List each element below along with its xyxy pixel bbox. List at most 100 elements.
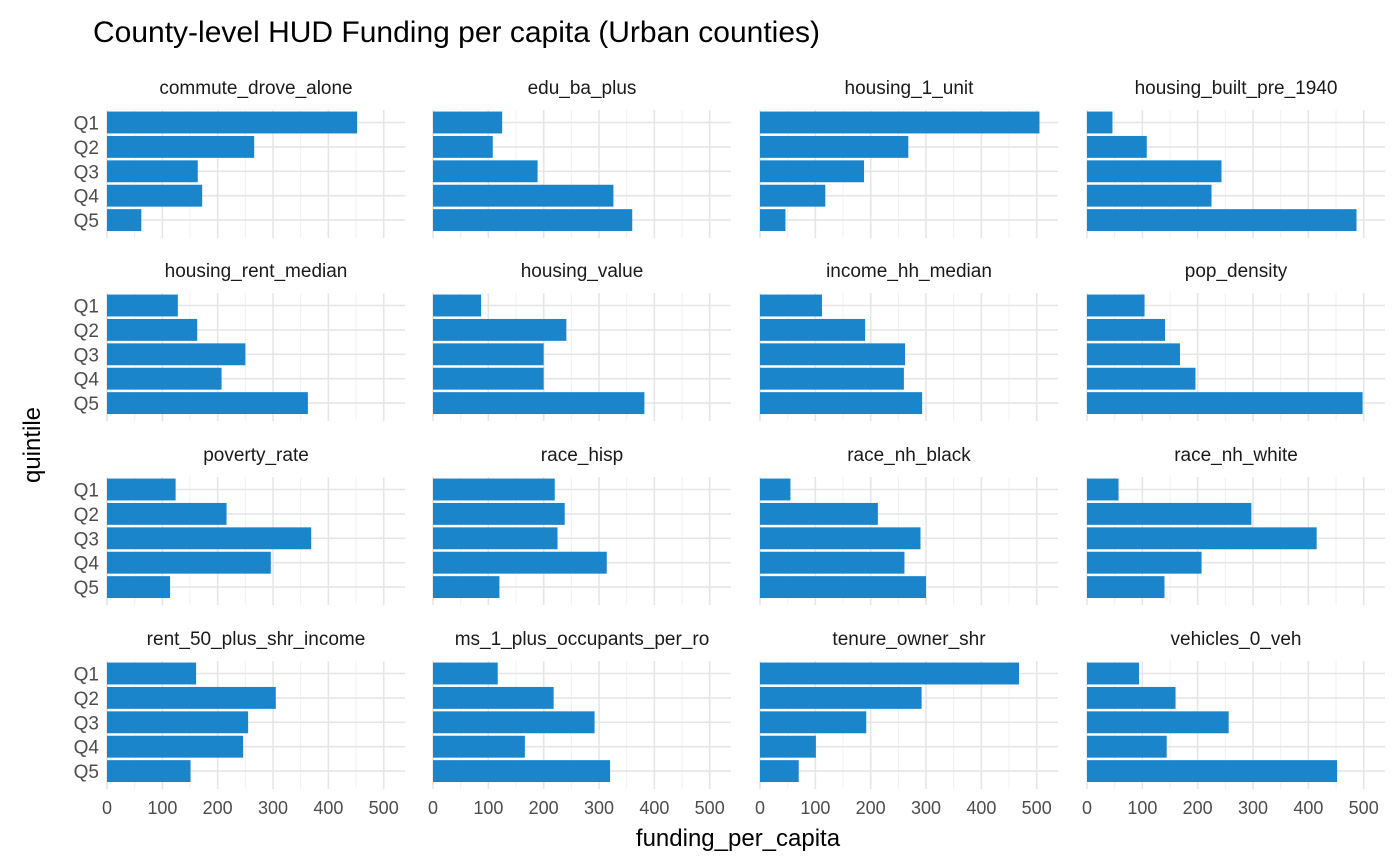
bar-q5 [107, 760, 191, 783]
bar-q3 [433, 527, 558, 550]
facet-strip-label: housing_1_unit [845, 78, 975, 99]
bar-q4 [760, 735, 816, 758]
panel-income-hh-median: income_hh_median [759, 261, 1058, 421]
x-tick-label: 0 [428, 798, 438, 818]
x-tick-label: 400 [313, 798, 343, 818]
y-tick-label: Q2 [74, 321, 99, 342]
panel-housing-rent-median: housing_rent_median Q1 Q2 Q3 Q4 Q5 [74, 261, 405, 421]
x-tick-label: 100 [1127, 798, 1157, 818]
bar-q2 [433, 318, 567, 341]
bar-q3 [1087, 343, 1180, 366]
panel-race-hisp: race_hisp [432, 445, 731, 605]
bar-q3 [1087, 160, 1222, 183]
bar-q2 [107, 318, 198, 341]
x-tick-label: 400 [639, 798, 669, 818]
bar-q4 [1087, 551, 1202, 574]
facet-strip-label: housing_value [521, 261, 644, 282]
bar-q2 [760, 135, 909, 158]
bar-q4 [433, 367, 544, 390]
facet-strip-label: tenure_owner_shr [832, 629, 986, 650]
x-tick-label: 200 [529, 798, 559, 818]
panel-housing-1-unit: housing_1_unit [759, 78, 1058, 238]
facet-strip-label: race_hisp [541, 445, 623, 466]
panel-tenure-owner-shr: tenure_owner_shr 0 100 200 300 400 500 [755, 629, 1058, 818]
bar-q2 [107, 135, 255, 158]
bar-q5 [760, 209, 786, 232]
y-tick-label: Q1 [74, 297, 99, 318]
x-tick-label: 0 [102, 798, 112, 818]
bar-q3 [1087, 527, 1317, 550]
panel-housing-value: housing_value [432, 261, 731, 421]
x-tick-label: 100 [800, 798, 830, 818]
bar-q3 [760, 711, 867, 734]
panel-race-nh-black: race_nh_black [759, 445, 1058, 605]
y-tick-label: Q2 [74, 689, 99, 710]
y-tick-label: Q2 [74, 505, 99, 526]
panel-poverty-rate: poverty_rate Q1 Q2 Q3 Q4 Q5 [74, 445, 405, 605]
panel-rent-50-plus-shr-income: rent_50_plus_shr_income Q1 Q2 Q3 Q4 Q50 100 200… [74, 629, 405, 818]
bar-q1 [433, 662, 498, 685]
bar-q5 [107, 392, 308, 415]
bar-q5 [1087, 760, 1338, 783]
panel-edu-ba-plus: edu_ba_plus [432, 78, 731, 238]
bar-q1 [1087, 294, 1145, 317]
bar-q2 [760, 502, 878, 525]
bar-q4 [433, 184, 614, 207]
bar-q4 [433, 551, 607, 574]
facet-strip-label: race_nh_black [847, 445, 971, 466]
bar-q2 [433, 135, 493, 158]
bar-q5 [760, 760, 799, 783]
x-tick-label: 200 [203, 798, 233, 818]
facet-strip-label: vehicles_0_veh [1171, 629, 1302, 650]
bar-q4 [1087, 367, 1196, 390]
bar-q4 [760, 551, 905, 574]
facet-strip-label: race_nh_white [1174, 445, 1298, 466]
bar-q5 [433, 209, 633, 232]
bar-q2 [1087, 135, 1147, 158]
facet-strip-label: edu_ba_plus [528, 78, 637, 99]
facet-strip-label: rent_50_plus_shr_income [147, 629, 366, 650]
y-tick-label: Q3 [74, 713, 99, 734]
x-tick-label: 0 [755, 798, 765, 818]
x-tick-label: 300 [1238, 798, 1268, 818]
bar-q1 [433, 294, 482, 317]
y-tick-label: Q4 [74, 554, 100, 575]
panel-commute-drove-alone: commute_drove_alone Q1 Q2 Q3 Q4 Q5 [74, 78, 405, 238]
y-tick-label: Q1 [74, 114, 99, 135]
bar-q4 [1087, 735, 1167, 758]
x-tick-label: 400 [1293, 798, 1323, 818]
bar-q3 [760, 160, 865, 183]
bar-q2 [1087, 502, 1252, 525]
bar-q5 [433, 392, 645, 415]
bar-q1 [1087, 111, 1113, 134]
bar-q5 [760, 392, 923, 415]
y-tick-label: Q4 [74, 187, 100, 208]
bar-q1 [1087, 478, 1119, 501]
facet-strip-label: poverty_rate [203, 445, 309, 466]
bar-q2 [1087, 318, 1166, 341]
x-tick-label: 500 [369, 798, 399, 818]
x-tick-label: 300 [911, 798, 941, 818]
bar-q4 [433, 735, 525, 758]
facet-strip-label: income_hh_median [826, 261, 992, 282]
bar-q5 [760, 576, 927, 599]
y-tick-label: Q5 [74, 394, 99, 415]
bar-q4 [107, 367, 222, 390]
panel-pop-density: pop_density [1086, 261, 1385, 421]
bar-q3 [107, 527, 312, 550]
bar-q1 [107, 111, 358, 134]
bar-q4 [107, 184, 203, 207]
y-axis-title: quintile [19, 407, 46, 483]
bar-q5 [433, 760, 611, 783]
x-axis-title: funding_per_capita [636, 825, 841, 852]
x-tick-label: 300 [258, 798, 288, 818]
facet-strip-label: pop_density [1185, 261, 1288, 282]
bar-q2 [107, 686, 276, 709]
bar-q2 [433, 686, 554, 709]
bar-q1 [107, 294, 178, 317]
bar-q1 [433, 478, 555, 501]
chart-title: County-level HUD Funding per capita (Urb… [93, 16, 820, 49]
bar-q4 [760, 184, 826, 207]
bar-q3 [107, 711, 249, 734]
facet-panels: commute_drove_alone Q1 Q2 Q3 Q4 Q5 edu_ba_plus… [74, 78, 1385, 818]
